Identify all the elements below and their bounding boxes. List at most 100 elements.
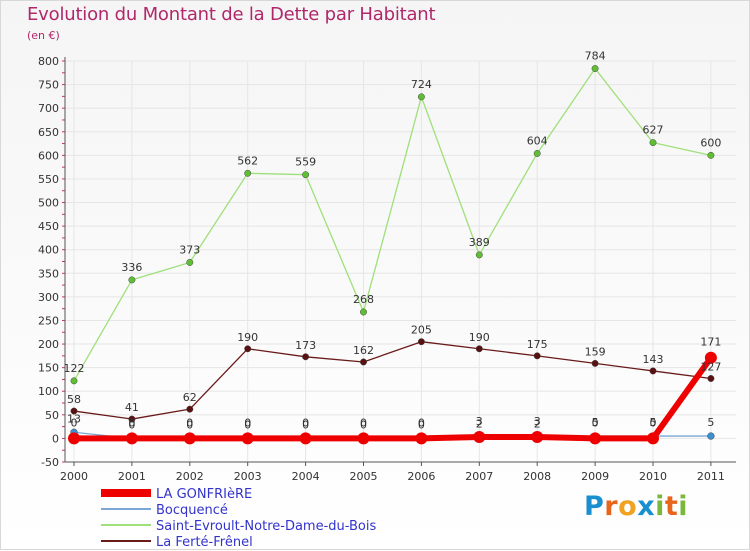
x-tick-label: 2010	[639, 470, 667, 483]
x-tick-label: 2003	[234, 470, 262, 483]
data-label: 0	[244, 418, 251, 431]
data-point	[302, 353, 310, 361]
y-tick-label: 550	[38, 173, 59, 186]
y-tick-label: 100	[38, 385, 59, 398]
y-tick-label: 350	[38, 267, 59, 280]
data-label: 784	[585, 50, 606, 63]
y-tick-label: 0	[52, 432, 59, 445]
data-point	[533, 150, 541, 157]
logo-letter: t	[664, 491, 679, 522]
data-label: 190	[237, 331, 258, 344]
y-tick-label: 650	[38, 126, 59, 139]
y-tick-label: 450	[38, 220, 59, 233]
data-label: 0	[418, 418, 425, 431]
data-label: 5	[650, 416, 657, 429]
legend-label: LA GONFRIèRE	[156, 487, 252, 502]
data-label: 0	[302, 416, 309, 429]
y-tick-label: 800	[38, 55, 59, 68]
data-label: 0	[71, 416, 78, 429]
data-label: 562	[237, 154, 258, 167]
data-point	[647, 432, 659, 445]
data-label: 724	[411, 78, 432, 91]
x-tick-label: 2004	[292, 470, 320, 483]
y-tick-label: 700	[38, 102, 59, 115]
data-point	[125, 432, 138, 445]
data-point	[707, 151, 715, 159]
data-point	[704, 351, 717, 364]
data-point	[186, 258, 194, 266]
data-point	[357, 432, 370, 445]
logo-letter: x	[637, 491, 656, 522]
logo-letter: o	[618, 491, 638, 522]
data-point	[128, 276, 136, 284]
data-point	[360, 308, 367, 316]
data-label: 0	[128, 416, 135, 429]
data-label: 3	[534, 415, 541, 428]
data-point	[473, 430, 486, 443]
data-point	[244, 169, 252, 177]
data-point	[531, 430, 544, 443]
y-tick-label: 600	[38, 149, 59, 162]
data-label: 159	[585, 345, 606, 358]
x-tick-label: 2011	[697, 470, 725, 483]
data-point	[707, 375, 715, 382]
data-point	[360, 358, 367, 366]
x-tick-label: 2006	[407, 470, 435, 483]
data-label: 171	[700, 336, 721, 349]
data-label: 0	[302, 418, 309, 431]
data-label: 0	[360, 416, 367, 429]
proxiti-logo: Proxiti	[584, 491, 688, 522]
data-label: 122	[64, 362, 85, 375]
x-tick-label: 2001	[118, 470, 146, 483]
data-point	[475, 345, 483, 353]
chart-title: Evolution du Montant de la Dette par Hab…	[27, 4, 436, 25]
data-label: 175	[527, 338, 548, 351]
data-label: 627	[643, 124, 664, 137]
data-label: 5	[592, 416, 599, 429]
data-point	[299, 432, 312, 445]
data-point	[649, 139, 657, 147]
data-point	[533, 352, 541, 360]
data-label: 268	[353, 293, 374, 306]
data-label: 58	[67, 393, 81, 406]
y-tick-label: 750	[38, 79, 59, 92]
x-tick-label: 2008	[523, 470, 551, 483]
y-tick-label: 200	[38, 338, 59, 351]
data-point	[591, 65, 599, 72]
data-label: 13	[67, 412, 81, 425]
data-point	[186, 405, 194, 413]
y-tick-label: -50	[41, 456, 59, 469]
data-point	[475, 251, 483, 259]
series-line	[74, 355, 714, 442]
data-label: 127	[700, 360, 721, 373]
data-label: 143	[643, 353, 664, 366]
logo-letter: i	[678, 491, 689, 522]
chart-unit-label: (en €)	[27, 29, 60, 42]
data-point	[241, 432, 254, 445]
data-label: 173	[295, 339, 316, 352]
y-tick-label: 300	[38, 291, 59, 304]
data-label: 62	[183, 391, 197, 404]
legend-label: La Ferté-Frênel	[156, 535, 253, 550]
y-tick-label: 50	[45, 409, 59, 422]
data-point	[417, 338, 425, 346]
data-label: 0	[650, 416, 657, 429]
data-label: 3	[476, 415, 483, 428]
data-point	[68, 432, 80, 445]
series-line	[73, 67, 712, 382]
data-point	[591, 359, 599, 367]
data-label: 604	[527, 134, 548, 147]
data-label: 0	[360, 418, 367, 431]
data-point	[302, 171, 310, 179]
data-label: 2	[476, 417, 483, 430]
data-label: 0	[592, 416, 599, 429]
data-label: 41	[125, 401, 139, 414]
data-point	[183, 432, 196, 445]
data-point	[649, 367, 657, 375]
data-point	[417, 93, 425, 101]
data-label: 373	[179, 243, 200, 256]
y-tick-label: 250	[38, 314, 59, 327]
data-label: 600	[700, 136, 721, 149]
